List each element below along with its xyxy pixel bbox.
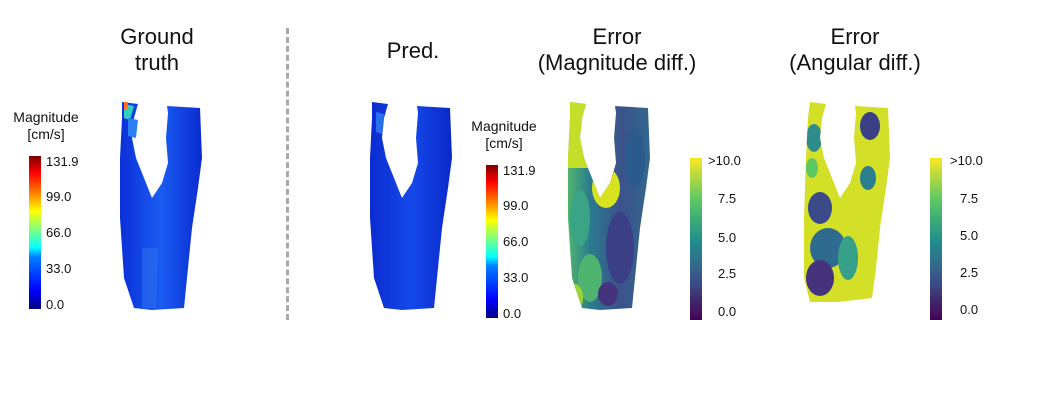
errmag-tick-7-5: 7.5 [718, 191, 737, 206]
pred-title: Pred. [386, 38, 440, 63]
panel-divider [286, 28, 289, 320]
pred-tick-max: 131.9 [503, 163, 536, 178]
gt-tick-max: 131.9 [46, 154, 79, 169]
error-angular-vessel [804, 102, 890, 302]
errmag-tick-2-5: 2.5 [718, 266, 737, 281]
pred-tick-0: 0.0 [503, 306, 522, 321]
gt-tick-66: 66.0 [46, 225, 72, 240]
ground-truth-vessel [120, 102, 202, 310]
pred-colorbar-label: Magnitude [cm/s] [471, 118, 537, 151]
error-magnitude-colorbar [690, 158, 702, 320]
pred-tick-33: 33.0 [503, 270, 529, 285]
error-angular-colorbar [930, 158, 942, 320]
gt-tick-99: 99.0 [46, 189, 72, 204]
errmag-tick-5-0: 5.0 [718, 230, 737, 245]
error-angular-title: Error (Angular diff.) [789, 24, 921, 75]
gt-colorbar-label: Magnitude [cm/s] [13, 109, 79, 142]
error-magnitude-vessel [568, 102, 650, 310]
errmag-tick-0-0: 0.0 [718, 304, 737, 319]
gt-tick-33: 33.0 [46, 261, 72, 276]
errmag-tick-max: >10.0 [708, 153, 741, 168]
pred-colorbar [486, 165, 498, 318]
errang-tick-5-0: 5.0 [960, 228, 979, 243]
pred-tick-66: 66.0 [503, 234, 529, 249]
error-magnitude-title: Error (Magnitude diff.) [537, 24, 697, 75]
errang-tick-max: >10.0 [950, 153, 983, 168]
ground-truth-title: Ground truth [120, 24, 194, 75]
errang-tick-0-0: 0.0 [960, 302, 979, 317]
prediction-vessel [370, 102, 452, 310]
errang-tick-7-5: 7.5 [960, 191, 979, 206]
gt-tick-0: 0.0 [46, 297, 65, 312]
pred-tick-99: 99.0 [503, 198, 529, 213]
gt-colorbar [29, 156, 41, 309]
errang-tick-2-5: 2.5 [960, 265, 979, 280]
